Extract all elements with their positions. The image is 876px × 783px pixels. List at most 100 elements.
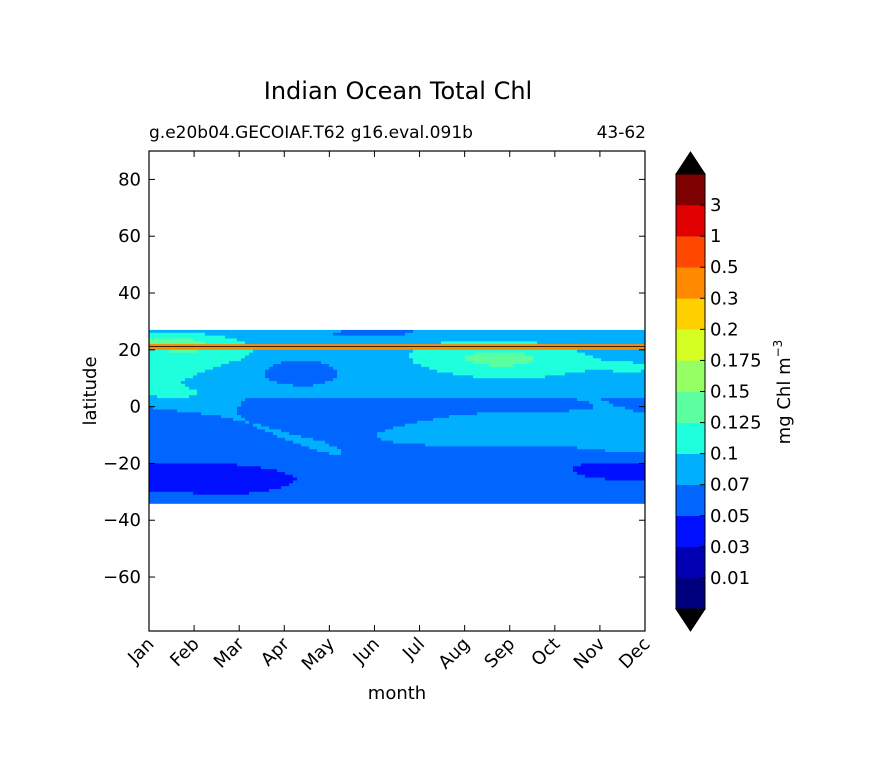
contour-cell	[313, 341, 318, 345]
contour-cell	[481, 409, 486, 413]
contour-cell	[589, 420, 594, 425]
contour-cell	[329, 329, 334, 334]
contour-cell	[337, 355, 342, 359]
contour-cell	[209, 381, 214, 385]
contour-cell	[329, 403, 334, 408]
contour-cell	[393, 378, 398, 382]
contour-cell	[277, 398, 282, 402]
contour-cell	[241, 375, 246, 379]
contour-cell	[189, 440, 194, 445]
contour-cell	[285, 338, 290, 342]
contour-cell	[289, 352, 294, 357]
contour-cell	[601, 386, 606, 391]
contour-cell	[205, 358, 210, 362]
contour-cell	[173, 375, 178, 379]
contour-cell	[201, 432, 206, 436]
contour-cell	[621, 361, 626, 365]
contour-cell	[181, 332, 186, 337]
contour-cell	[637, 346, 642, 351]
contour-cell	[357, 378, 362, 382]
contour-cell	[285, 375, 290, 379]
contour-cell	[305, 420, 310, 425]
contour-cell	[241, 332, 246, 337]
contour-cell	[153, 406, 158, 411]
contour-cell	[149, 415, 154, 419]
contour-cell	[189, 395, 194, 399]
contour-cell	[625, 375, 630, 379]
contour-cell	[205, 426, 210, 430]
contour-cell	[153, 349, 158, 354]
contour-cell	[385, 329, 390, 334]
contour-cell	[573, 389, 578, 394]
contour-cell	[425, 389, 430, 394]
contour-cell	[165, 366, 170, 371]
contour-cell	[545, 389, 550, 394]
chart-subtitle-left: g.e20b04.GECOIAF.T62 g16.eval.091b	[149, 123, 473, 143]
contour-cell	[509, 403, 514, 408]
contour-cell	[405, 352, 410, 357]
contour-cell	[149, 346, 154, 351]
contour-cell	[481, 341, 486, 345]
contour-cell	[241, 403, 246, 408]
contour-cell	[153, 358, 158, 362]
contour-cell	[413, 432, 418, 436]
contour-cell	[169, 332, 174, 337]
contour-cell	[273, 381, 278, 385]
contour-cell	[389, 369, 394, 374]
contour-cell	[397, 329, 402, 334]
contour-cell	[369, 420, 374, 425]
contour-cell	[441, 412, 446, 416]
contour-cell	[325, 426, 330, 430]
contour-cell	[333, 392, 338, 396]
contour-cell	[381, 403, 386, 408]
contour-cell	[641, 332, 645, 337]
contour-cell	[433, 375, 438, 379]
contour-cell	[401, 361, 406, 365]
contour-cell	[465, 329, 470, 334]
contour-cell	[325, 440, 330, 445]
contour-cell	[541, 417, 546, 422]
contour-cell	[473, 415, 478, 419]
contour-cell	[581, 432, 586, 436]
contour-cell	[213, 440, 218, 445]
contour-cell	[609, 395, 614, 399]
contour-cell	[573, 332, 578, 337]
contour-cell	[333, 406, 338, 411]
contour-cell	[577, 429, 582, 433]
contour-cell	[273, 412, 278, 416]
contour-cell	[233, 409, 238, 413]
contour-cell	[345, 335, 350, 340]
contour-cell	[309, 426, 314, 430]
contour-cell	[185, 335, 190, 340]
contour-cell	[465, 341, 470, 345]
contour-cell	[209, 358, 214, 362]
contour-cell	[201, 423, 206, 428]
contour-cell	[241, 329, 246, 334]
contour-cell	[545, 398, 550, 402]
contour-cell	[173, 355, 178, 359]
contour-cell	[537, 341, 542, 345]
contour-cell	[329, 409, 334, 413]
contour-cell	[425, 369, 430, 374]
contour-cell	[565, 392, 570, 396]
contour-cell	[301, 415, 306, 419]
contour-cell	[397, 352, 402, 357]
contour-cell	[537, 420, 542, 425]
contour-cell	[217, 364, 222, 368]
contour-cell	[421, 440, 426, 445]
contour-cell	[605, 409, 610, 413]
contour-cell	[529, 369, 534, 374]
contour-cell	[289, 426, 294, 430]
contour-cell	[633, 361, 638, 365]
contour-cell	[193, 420, 198, 425]
contour-cell	[457, 369, 462, 374]
contour-cell	[385, 389, 390, 394]
contour-cell	[505, 426, 510, 430]
contour-cell	[417, 329, 422, 334]
contour-cell	[341, 335, 346, 340]
contour-cell	[513, 409, 518, 413]
contour-cell	[481, 426, 486, 430]
contour-cell	[401, 366, 406, 371]
contour-cell	[585, 335, 590, 340]
contour-cell	[589, 349, 594, 354]
